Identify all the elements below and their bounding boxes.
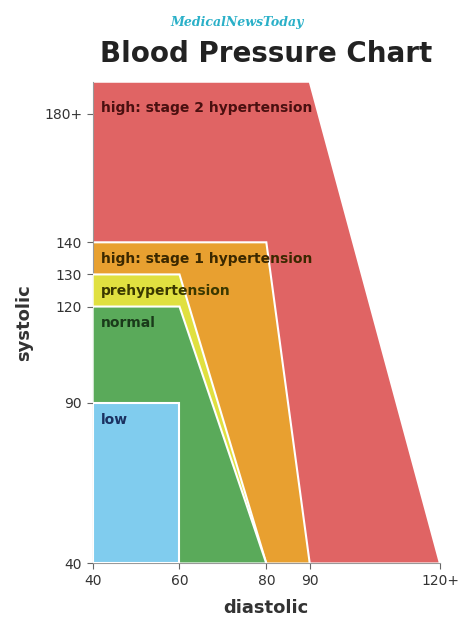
Text: high: stage 2 hypertension: high: stage 2 hypertension [101, 101, 313, 115]
Text: low: low [101, 413, 128, 427]
X-axis label: diastolic: diastolic [224, 599, 309, 617]
Text: prehypertension: prehypertension [101, 284, 231, 298]
Polygon shape [92, 403, 180, 564]
Polygon shape [92, 307, 266, 564]
Text: normal: normal [101, 316, 156, 330]
Text: high: stage 1 hypertension: high: stage 1 hypertension [101, 252, 313, 266]
Polygon shape [92, 274, 266, 564]
Polygon shape [92, 242, 310, 564]
Y-axis label: systolic: systolic [15, 284, 33, 361]
Polygon shape [92, 82, 440, 564]
Text: MedicalNewsToday: MedicalNewsToday [170, 16, 304, 29]
Title: Blood Pressure Chart: Blood Pressure Chart [100, 40, 432, 68]
